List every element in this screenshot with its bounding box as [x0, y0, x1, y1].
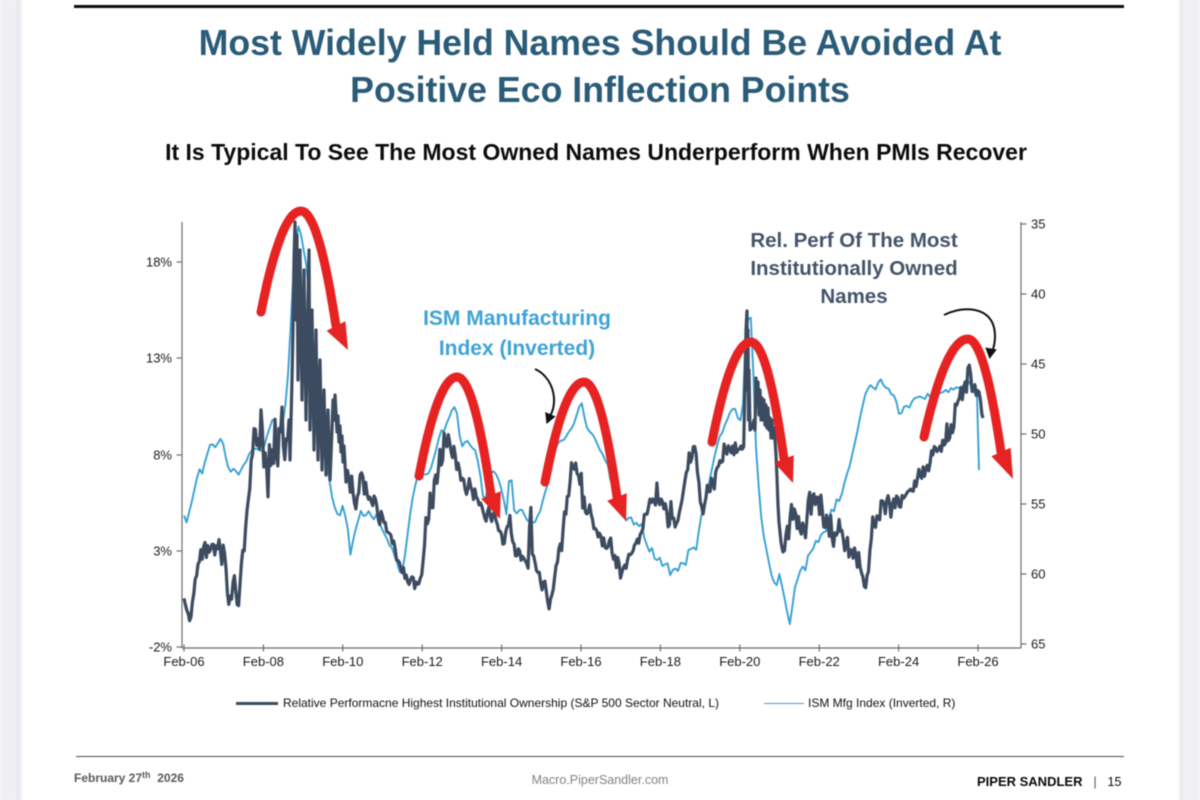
svg-text:Feb-06: Feb-06	[163, 654, 204, 669]
svg-text:8%: 8%	[153, 448, 172, 463]
svg-text:60: 60	[1031, 567, 1045, 582]
svg-text:Feb-08: Feb-08	[243, 654, 284, 669]
svg-text:45: 45	[1031, 357, 1045, 372]
svg-text:Feb-24: Feb-24	[878, 654, 919, 669]
svg-text:65: 65	[1031, 637, 1045, 652]
svg-text:50: 50	[1031, 427, 1045, 442]
svg-text:Feb-16: Feb-16	[560, 654, 601, 669]
svg-text:Feb-18: Feb-18	[640, 654, 681, 669]
svg-text:18%: 18%	[146, 255, 172, 270]
svg-text:55: 55	[1031, 497, 1045, 512]
svg-text:40: 40	[1031, 287, 1045, 302]
svg-text:Feb-14: Feb-14	[481, 654, 522, 669]
svg-text:Feb-20: Feb-20	[719, 654, 760, 669]
svg-text:3%: 3%	[153, 544, 172, 559]
svg-text:Feb-12: Feb-12	[402, 654, 443, 669]
svg-text:-2%: -2%	[149, 640, 173, 655]
svg-text:Feb-26: Feb-26	[957, 654, 998, 669]
svg-text:35: 35	[1031, 217, 1045, 232]
svg-text:13%: 13%	[146, 351, 172, 366]
svg-text:Feb-22: Feb-22	[799, 654, 840, 669]
svg-text:Feb-10: Feb-10	[322, 654, 363, 669]
